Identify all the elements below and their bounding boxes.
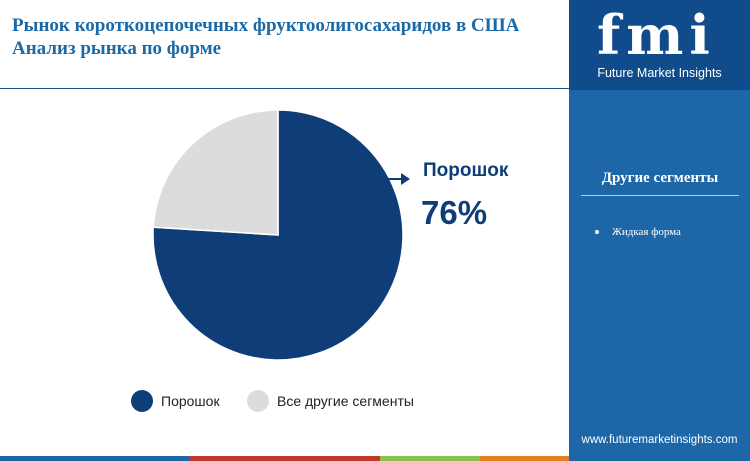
bottom-color-bar [0, 456, 569, 461]
other-segments-list: Жидкая форма [595, 226, 681, 238]
logo-subtitle: Future Market Insights [597, 66, 722, 80]
sidebar: fmi Future Market Insights Другие сегмен… [569, 0, 750, 461]
callout-arrow-head [401, 173, 410, 185]
title-line-1: Рынок короткоцепочечных фруктоолигосахар… [12, 15, 520, 36]
bottom-bar-segment-4 [480, 456, 569, 461]
other-segments-title: Другие сегменты [601, 170, 719, 186]
fmi-logo: fmi [597, 3, 716, 67]
bottom-bar-segment-2 [190, 456, 380, 461]
legend-label-powder: Порошок [161, 393, 220, 409]
segment-item: Жидкая форма [595, 226, 681, 238]
title-divider [0, 88, 569, 89]
callout-label: Порошок [423, 160, 509, 181]
legend-swatch-other [247, 390, 269, 412]
chart-title: Рынок короткоцепочечных фруктоолигосахар… [12, 14, 562, 60]
callout-value: 76% [421, 194, 488, 231]
bottom-bar-segment-3 [380, 456, 480, 461]
pie-slices [152, 109, 404, 361]
pie-slice-1 [152, 109, 404, 361]
pie-chart [152, 109, 410, 361]
other-segments-divider [581, 195, 739, 196]
legend-swatch-powder [131, 390, 153, 412]
bottom-bar-segment-1 [0, 456, 190, 461]
pie-slice-2 [152, 109, 279, 236]
website-url: www.futuremarketinsights.com [581, 434, 738, 446]
logo-block: fmi Future Market Insights [569, 0, 750, 90]
legend-label-other: Все другие сегменты [277, 393, 414, 409]
title-line-2: Анализ рынка по форме [12, 38, 222, 59]
